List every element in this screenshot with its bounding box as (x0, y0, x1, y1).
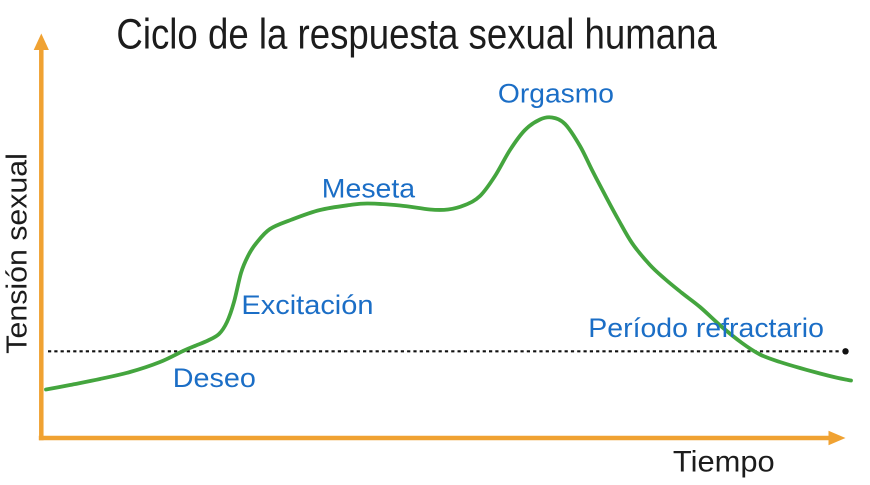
svg-text:Deseo: Deseo (173, 363, 256, 393)
svg-text:Meseta: Meseta (322, 174, 416, 204)
svg-text:Orgasmo: Orgasmo (498, 79, 614, 109)
svg-text:Ciclo de la respuesta sexual h: Ciclo de la respuesta sexual humana (116, 11, 717, 59)
svg-text:Tensión sexual: Tensión sexual (2, 153, 34, 354)
svg-text:Período refractario: Período refractario (588, 313, 824, 343)
svg-text:Tiempo: Tiempo (673, 445, 775, 478)
svg-text:Excitación: Excitación (241, 290, 373, 320)
